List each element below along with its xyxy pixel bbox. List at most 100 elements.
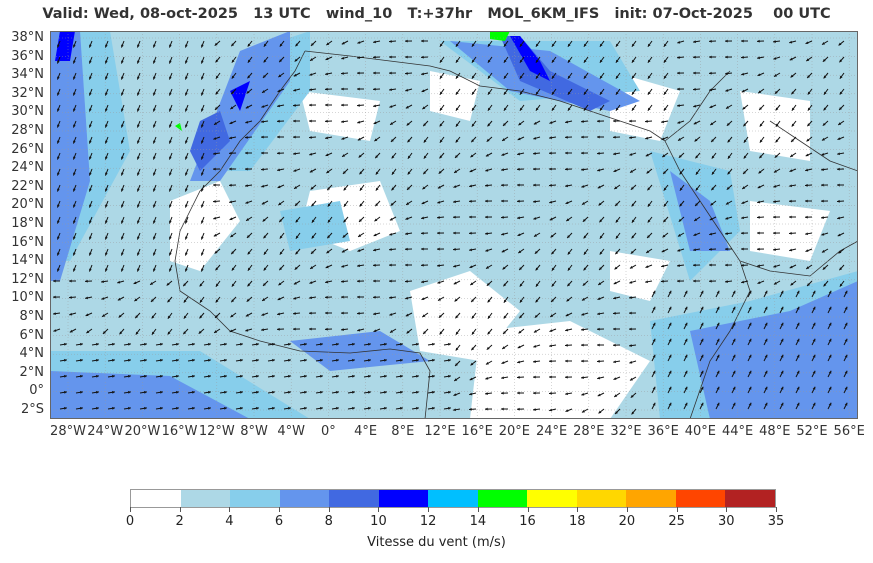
- speed-patch: [740, 91, 810, 161]
- wind-arrow-icon: [811, 354, 816, 362]
- wind-arrow-icon: [646, 168, 653, 174]
- wind-arrow-icon: [500, 199, 509, 203]
- wind-arrow-icon: [357, 40, 365, 44]
- wind-arrow-icon: [708, 247, 717, 251]
- wind-arrow-icon: [247, 72, 253, 79]
- wind-arrow-icon: [136, 40, 141, 48]
- wind-arrow-icon: [502, 264, 509, 270]
- wind-arrow-icon: [294, 264, 301, 270]
- wind-arrow-icon: [245, 184, 253, 188]
- wind-arrow-icon: [651, 402, 656, 410]
- wind-arrow-icon: [651, 354, 656, 362]
- wind-arrow-icon: [139, 406, 147, 410]
- wind-arrow-icon: [200, 184, 205, 192]
- wind-arrow-icon: [823, 88, 829, 95]
- wind-arrow-icon: [299, 374, 307, 378]
- wind-arrow-icon: [631, 88, 637, 95]
- wind-arrow-icon: [651, 338, 656, 346]
- wind-arrow-icon: [699, 322, 704, 330]
- wind-arrow-icon: [773, 72, 781, 78]
- wind-arrow-icon: [519, 296, 525, 303]
- colorbar-tick-label: 35: [767, 514, 785, 529]
- wind-arrow-icon: [820, 199, 829, 203]
- wind-arrow-icon: [311, 232, 317, 239]
- wind-arrow-icon: [56, 72, 61, 80]
- wind-arrow-icon: [788, 231, 797, 235]
- wind-arrow-icon: [807, 104, 813, 111]
- wind-arrow-icon: [341, 136, 349, 140]
- wind-arrow-icon: [628, 344, 637, 347]
- wind-arrow-icon: [359, 184, 365, 191]
- wind-arrow-icon: [763, 386, 768, 394]
- lon-label: 36°E: [647, 424, 679, 439]
- wind-arrow-icon: [759, 120, 765, 127]
- wind-arrow-icon: [747, 386, 752, 394]
- wind-arrow-icon: [564, 359, 573, 363]
- wind-arrow-icon: [596, 327, 605, 331]
- wind-arrow-icon: [838, 104, 845, 111]
- wind-arrow-icon: [59, 390, 67, 394]
- wind-arrow-icon: [827, 386, 832, 394]
- wind-arrow-icon: [693, 216, 701, 222]
- wind-arrow-icon: [519, 72, 525, 79]
- wind-arrow-icon: [184, 264, 189, 272]
- wind-arrow-icon: [518, 312, 525, 319]
- wind-arrow-icon: [711, 168, 717, 175]
- wind-arrow-icon: [676, 104, 685, 107]
- wind-arrow-icon: [615, 216, 621, 223]
- wind-arrow-icon: [120, 248, 125, 256]
- wind-arrow-icon: [795, 306, 800, 314]
- wind-arrow-icon: [88, 40, 93, 48]
- wind-arrow-icon: [439, 72, 445, 79]
- wind-map[interactable]: [50, 31, 858, 419]
- wind-arrow-icon: [152, 200, 157, 208]
- wind-arrow-icon: [517, 136, 525, 141]
- wind-arrow-icon: [550, 296, 557, 303]
- wind-arrow-icon: [391, 184, 397, 191]
- wind-arrow-icon: [215, 296, 221, 303]
- wind-arrow-icon: [549, 408, 557, 412]
- wind-arrow-icon: [373, 40, 381, 44]
- wind-arrow-icon: [615, 104, 621, 111]
- wind-arrow-icon: [152, 184, 157, 192]
- speed-patch: [610, 251, 670, 301]
- wind-arrow-icon: [501, 152, 509, 156]
- wind-arrow-icon: [821, 248, 829, 253]
- wind-arrow-icon: [245, 120, 253, 124]
- wind-arrow-icon: [388, 71, 397, 75]
- wind-arrow-icon: [374, 136, 381, 142]
- wind-arrow-icon: [139, 374, 147, 378]
- wind-arrow-icon: [804, 215, 813, 219]
- wind-arrow-icon: [566, 280, 573, 287]
- wind-arrow-icon: [340, 71, 349, 75]
- wind-arrow-icon: [583, 104, 589, 111]
- wind-arrow-icon: [683, 386, 688, 394]
- wind-arrow-icon: [356, 295, 365, 299]
- wind-arrow-icon: [503, 88, 509, 95]
- wind-arrow-icon: [775, 104, 781, 111]
- wind-arrow-icon: [139, 358, 147, 362]
- wind-arrow-icon: [694, 200, 701, 207]
- wind-arrow-icon: [438, 312, 445, 319]
- wind-arrow-icon: [315, 374, 323, 378]
- wind-arrow-icon: [676, 71, 685, 75]
- wind-arrow-icon: [741, 200, 749, 205]
- wind-arrow-icon: [262, 216, 269, 222]
- wind-arrow-icon: [516, 375, 525, 379]
- wind-arrow-icon: [279, 40, 285, 47]
- wind-arrow-icon: [184, 72, 189, 80]
- wind-arrow-icon: [292, 103, 301, 107]
- wind-arrow-icon: [662, 168, 669, 175]
- wind-arrow-icon: [427, 390, 435, 394]
- wind-arrow-icon: [405, 216, 413, 220]
- wind-arrow-icon: [468, 215, 477, 219]
- wind-arrow-icon: [389, 328, 397, 334]
- wind-arrow-icon: [136, 104, 141, 112]
- wind-arrow-icon: [708, 39, 717, 43]
- speed-patch: [230, 81, 250, 111]
- wind-arrow-icon: [219, 390, 227, 394]
- wind-arrow-icon: [693, 104, 701, 108]
- wind-arrow-icon: [276, 327, 285, 331]
- wind-arrow-icon: [695, 168, 701, 175]
- wind-arrow-icon: [709, 232, 717, 236]
